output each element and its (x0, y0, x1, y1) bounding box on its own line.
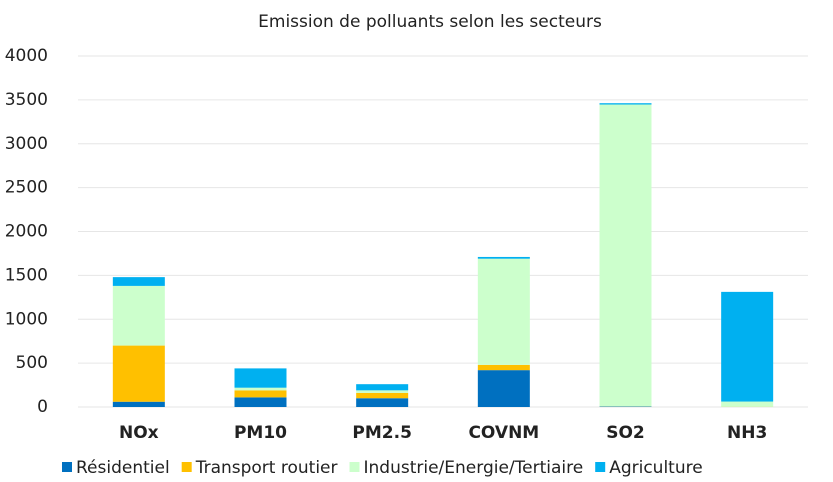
bar-segment (113, 277, 165, 286)
bar-segment (235, 388, 287, 391)
y-tick-label: 3000 (5, 134, 48, 154)
y-tick-label: 1500 (5, 265, 48, 285)
y-tick-label: 3500 (5, 90, 48, 110)
bar-segment (235, 390, 287, 397)
x-tick-label: COVNM (468, 423, 539, 443)
legend-label: Transport routier (195, 458, 338, 478)
y-tick-label: 4000 (5, 46, 48, 66)
bar-segment (356, 393, 408, 398)
bar-segment (113, 346, 165, 402)
bar-segment (721, 292, 773, 402)
y-tick-label: 1000 (5, 309, 48, 329)
bar-segment (235, 368, 287, 387)
x-tick-label: NOx (119, 423, 159, 443)
legend-label: Agriculture (609, 458, 703, 478)
bar-segment (235, 397, 287, 407)
bar-segment (356, 384, 408, 390)
legend-swatch (62, 462, 72, 472)
bar-segment (356, 398, 408, 407)
bar-segment (356, 390, 408, 393)
x-tick-label: PM10 (234, 423, 287, 443)
bar-segment (478, 370, 530, 407)
x-tick-label: PM2.5 (352, 423, 412, 443)
y-tick-label: 2000 (5, 222, 48, 242)
legend-label: Résidentiel (76, 458, 170, 478)
legend-label: Industrie/Energie/Tertiaire (364, 458, 584, 478)
bar-segment (478, 257, 530, 259)
x-tick-label: SO2 (606, 423, 645, 443)
y-tick-label: 500 (16, 353, 48, 373)
bar-segment (478, 259, 530, 365)
bar-segment (721, 402, 773, 407)
x-tick-label: NH3 (727, 423, 767, 443)
bar-segment (600, 103, 652, 104)
bar-segment (113, 402, 165, 407)
legend-swatch (595, 462, 605, 472)
legend-swatch (182, 462, 192, 472)
bar-segment (113, 286, 165, 346)
bar-segment (600, 105, 652, 407)
bar-segment (478, 365, 530, 370)
chart-title: Emission de polluants selon les secteurs (258, 12, 602, 32)
legend-swatch (350, 462, 360, 472)
y-tick-label: 2500 (5, 178, 48, 198)
y-tick-label: 0 (37, 397, 48, 417)
